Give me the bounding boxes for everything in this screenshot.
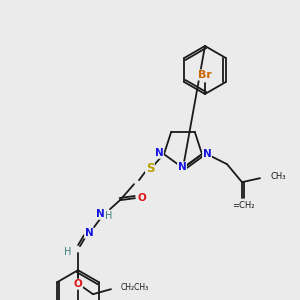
- Text: N: N: [85, 228, 93, 238]
- Text: O: O: [74, 279, 82, 289]
- Text: H: H: [64, 247, 72, 257]
- Text: N: N: [178, 162, 186, 172]
- Text: N: N: [154, 148, 164, 158]
- Text: Br: Br: [198, 70, 212, 80]
- Text: N: N: [202, 149, 211, 159]
- Text: =CH₂: =CH₂: [232, 201, 254, 210]
- Text: CH₂CH₃: CH₂CH₃: [121, 283, 149, 292]
- Text: O: O: [138, 193, 146, 203]
- Text: S: S: [146, 162, 154, 175]
- Text: H: H: [105, 211, 113, 221]
- Text: N: N: [96, 209, 104, 219]
- Text: CH₃: CH₃: [270, 172, 286, 181]
